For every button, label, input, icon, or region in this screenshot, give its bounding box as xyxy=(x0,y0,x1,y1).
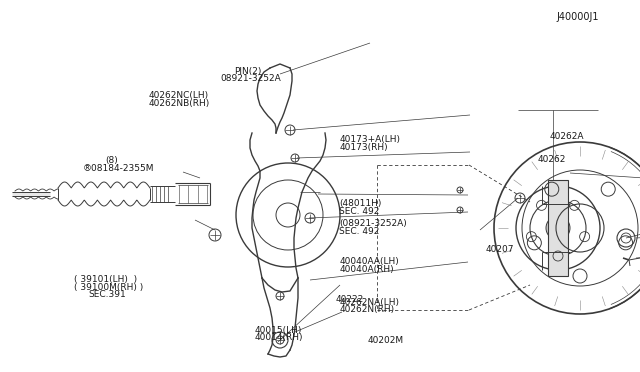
Text: 08921-3252A: 08921-3252A xyxy=(221,74,282,83)
Text: 40262N(RH): 40262N(RH) xyxy=(339,305,394,314)
Text: (08921-3252A): (08921-3252A) xyxy=(339,219,407,228)
Text: SEC. 492: SEC. 492 xyxy=(339,227,380,236)
Text: 40262NC(LH): 40262NC(LH) xyxy=(148,92,209,100)
Text: 40262NA(LH): 40262NA(LH) xyxy=(339,298,399,307)
Text: ®08184-2355M: ®08184-2355M xyxy=(83,164,155,173)
Text: 40207: 40207 xyxy=(485,246,514,254)
Text: 40014(RH): 40014(RH) xyxy=(255,333,303,342)
Bar xyxy=(548,180,568,276)
Text: 40262A: 40262A xyxy=(549,132,584,141)
Text: 40222: 40222 xyxy=(335,295,364,304)
Text: PIN(2): PIN(2) xyxy=(234,67,262,76)
Text: (48011H): (48011H) xyxy=(339,199,381,208)
Text: 40202M: 40202M xyxy=(367,336,403,344)
Text: 40262: 40262 xyxy=(538,155,566,164)
Text: 40040A(RH): 40040A(RH) xyxy=(339,265,394,274)
Text: 40040AA(LH): 40040AA(LH) xyxy=(339,257,399,266)
Text: J40000J1: J40000J1 xyxy=(557,12,599,22)
Circle shape xyxy=(546,216,570,240)
Text: (8): (8) xyxy=(106,156,118,165)
Text: 40015(LH): 40015(LH) xyxy=(255,326,302,335)
Text: ( 39100M(RH) ): ( 39100M(RH) ) xyxy=(74,283,143,292)
Text: SEC. 492: SEC. 492 xyxy=(339,207,380,216)
Text: SEC.391: SEC.391 xyxy=(88,290,126,299)
Text: ( 39101(LH)  ): ( 39101(LH) ) xyxy=(74,275,137,284)
Text: 40173+A(LH): 40173+A(LH) xyxy=(339,135,400,144)
Text: 40173(RH): 40173(RH) xyxy=(339,143,388,152)
Text: 40262NB(RH): 40262NB(RH) xyxy=(148,99,210,108)
